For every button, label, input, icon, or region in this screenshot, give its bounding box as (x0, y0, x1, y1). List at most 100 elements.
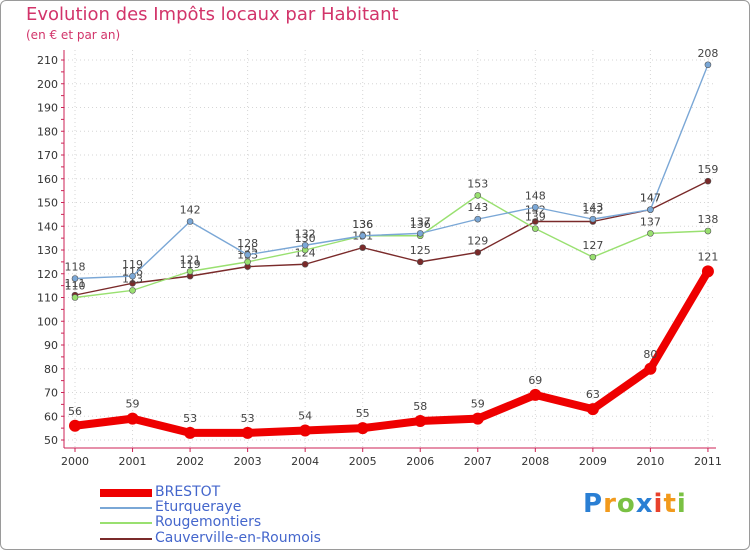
x-tick-label: 2006 (406, 455, 434, 468)
data-label: 128 (237, 237, 258, 250)
logo-letter: t (663, 489, 677, 519)
data-point (129, 279, 136, 287)
data-point (704, 177, 712, 185)
y-tick-label: 150 (37, 197, 58, 210)
data-point (71, 294, 79, 301)
logo-letter: o (616, 489, 636, 519)
data-label: 208 (697, 47, 718, 60)
data-point (529, 388, 542, 401)
data-label: 127 (582, 239, 603, 252)
data-label: 143 (467, 201, 488, 214)
data-point (414, 415, 427, 427)
data-label: 119 (180, 258, 201, 271)
data-label: 137 (640, 215, 661, 228)
data-point (241, 426, 254, 439)
y-tick-label: 200 (37, 78, 58, 91)
data-label: 69 (528, 374, 542, 387)
logo-letter: i (676, 489, 687, 519)
data-label: 130 (295, 232, 316, 245)
legend-label: Rougemontiers (155, 514, 262, 530)
data-point (186, 268, 194, 275)
y-tick-label: 130 (37, 244, 58, 257)
x-tick-label: 2005 (349, 455, 377, 468)
legend-swatch (100, 507, 152, 509)
y-tick-label: 140 (37, 220, 58, 233)
data-label: 118 (65, 261, 86, 274)
x-tick-label: 2002 (176, 455, 204, 468)
data-point (647, 206, 654, 213)
data-label: 110 (65, 280, 86, 293)
y-tick-label: 100 (37, 315, 58, 328)
data-label: 159 (697, 163, 718, 176)
data-point (359, 244, 367, 251)
y-tick-label: 170 (37, 149, 58, 162)
data-label: 147 (640, 192, 661, 205)
data-label: 59 (471, 398, 485, 411)
data-label: 59 (126, 398, 140, 411)
logo-letter: i (653, 489, 664, 519)
data-point (301, 241, 309, 249)
x-tick-label: 2000 (61, 455, 89, 468)
x-tick-label: 2001 (119, 455, 147, 468)
data-point (644, 362, 657, 375)
data-label: 153 (467, 177, 488, 190)
data-label: 136 (352, 218, 373, 231)
data-point (184, 426, 197, 439)
legend-label: Cauverville-en-Roumois (155, 530, 321, 546)
data-label: 142 (582, 204, 603, 217)
data-label: 136 (352, 218, 373, 231)
y-tick-label: 190 (37, 102, 58, 115)
y-tick-label: 110 (37, 292, 58, 305)
y-tick-label: 210 (37, 54, 58, 67)
series-line-brestot (71, 267, 712, 437)
data-label: 132 (295, 227, 316, 240)
y-tick-label: 180 (37, 125, 58, 138)
data-point (69, 419, 81, 432)
data-point (474, 249, 482, 256)
data-label: 138 (697, 213, 718, 226)
data-label: 116 (122, 265, 143, 278)
data-point (186, 218, 194, 225)
data-point (244, 258, 251, 266)
data-label: 111 (65, 277, 86, 290)
data-point (532, 225, 539, 232)
legend-swatch (100, 489, 152, 497)
proxiti-logo: Proxiti (583, 489, 687, 519)
data-point (299, 424, 312, 437)
data-label: 121 (697, 250, 718, 263)
y-tick-label: 80 (44, 363, 58, 376)
data-point (701, 265, 714, 278)
data-label: 137 (410, 215, 431, 228)
data-point (359, 232, 367, 240)
data-point (126, 412, 139, 425)
x-tick-label: 2003 (234, 455, 262, 468)
data-label: 55 (356, 407, 370, 420)
data-label: 53 (241, 412, 255, 425)
data-label: 142 (180, 204, 201, 217)
data-label: 58 (413, 400, 427, 413)
x-tick-label: 2007 (464, 455, 492, 468)
logo-letter: r (603, 489, 617, 519)
data-point (416, 258, 424, 266)
legend-swatch (100, 522, 152, 524)
data-point (356, 422, 369, 435)
series-line-rougemontiers (74, 194, 709, 299)
data-point (586, 403, 599, 416)
chart-subtitle: (en € et par an) (26, 28, 121, 42)
data-point (532, 203, 539, 211)
data-label: 129 (467, 234, 488, 247)
data-label: 63 (586, 388, 600, 401)
data-point (589, 253, 597, 261)
series-line-cauverville-en-roumois (74, 180, 709, 296)
data-point (532, 218, 539, 225)
data-label: 80 (643, 348, 657, 361)
data-label: 121 (180, 253, 201, 266)
x-tick-label: 2010 (636, 455, 664, 468)
y-tick-label: 160 (37, 173, 58, 186)
data-point (244, 251, 251, 259)
series-line-eturqueraye (74, 64, 709, 280)
data-point (589, 215, 597, 223)
legend-swatch (100, 538, 152, 540)
data-point (704, 227, 712, 235)
